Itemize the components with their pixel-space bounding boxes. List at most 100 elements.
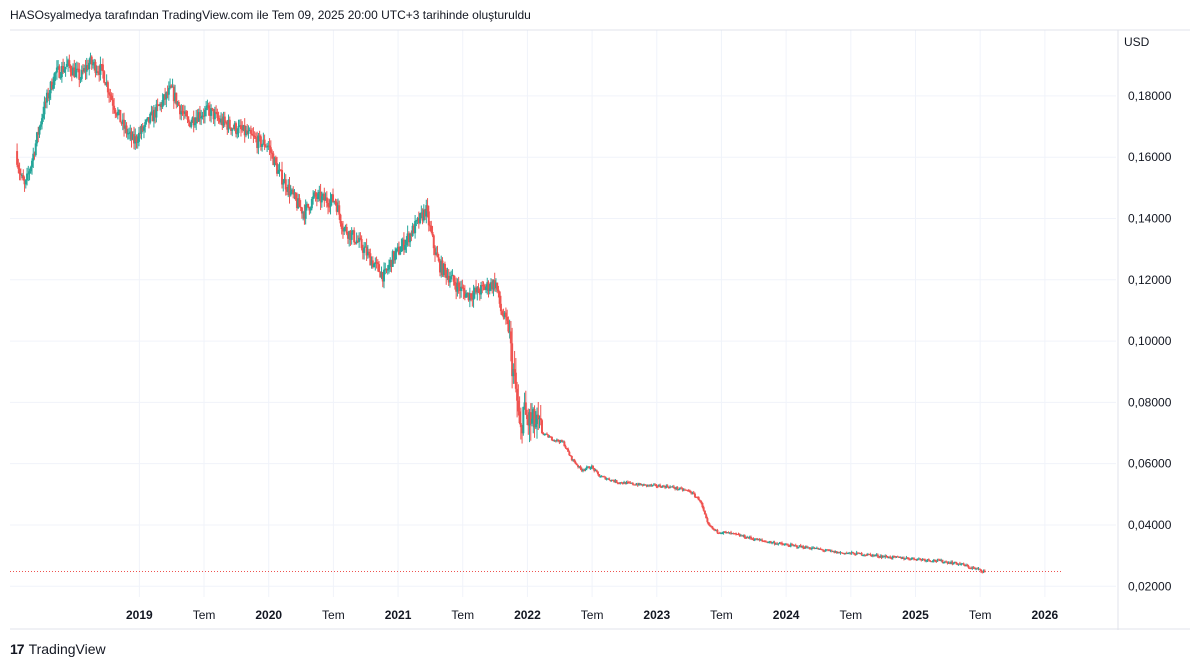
candle-body (137, 132, 140, 142)
candle-body (650, 484, 653, 486)
candle-body (514, 372, 517, 389)
candle-body (272, 153, 275, 166)
candle-body (749, 536, 752, 539)
candle-body (65, 63, 68, 67)
candle-body (475, 288, 478, 293)
candle-body (401, 239, 404, 247)
candle-body (455, 285, 458, 292)
candle-body (297, 198, 300, 208)
candle-body (609, 479, 612, 481)
candle-body (854, 554, 857, 556)
candle-body (220, 118, 223, 123)
candle-body (483, 286, 486, 290)
candle-body (557, 439, 560, 442)
candle-body (69, 65, 72, 72)
candle-body (725, 532, 728, 534)
candle-body (161, 100, 164, 107)
candle-body (358, 237, 361, 242)
candle-body (808, 547, 811, 549)
candle-body (660, 486, 663, 488)
candle-body (273, 157, 276, 166)
candle-body (196, 117, 199, 122)
candle-body (152, 109, 155, 122)
candle-body (407, 233, 410, 243)
candle-body (807, 547, 810, 549)
candle-body (77, 68, 80, 70)
candle-body (739, 535, 742, 537)
candle-body (973, 567, 976, 569)
candle-body (26, 173, 29, 181)
tradingview-logo[interactable]: 17 TradingView (10, 641, 106, 657)
candle-body (829, 550, 832, 552)
candle-body (901, 557, 904, 559)
candle-body (841, 552, 844, 554)
candle-body (312, 196, 315, 200)
candle-body (859, 553, 862, 555)
candle-body (165, 92, 168, 100)
candle-body (395, 248, 398, 253)
candle-body (637, 483, 640, 486)
candle-body (35, 132, 38, 144)
candle-body (590, 466, 593, 469)
candle-body (726, 532, 729, 534)
candle-body (828, 549, 831, 551)
candle-body (299, 206, 302, 208)
candle-body (324, 197, 327, 201)
candle-body (720, 533, 723, 535)
candle-body (79, 78, 82, 80)
x-tick-label: Tem (969, 608, 992, 622)
candle-body (421, 212, 424, 221)
x-tick-label: 2021 (385, 608, 412, 622)
candle-body (746, 537, 749, 539)
candle-body (164, 94, 167, 100)
candle-body (610, 479, 613, 481)
candle-body (44, 101, 47, 103)
candle-body (409, 233, 412, 243)
candle-body (978, 568, 981, 570)
candle-body (256, 138, 259, 149)
currency-label[interactable]: USD (1124, 35, 1150, 49)
candle-body (883, 556, 886, 558)
candle-body (799, 545, 802, 548)
candle-body (763, 541, 766, 543)
candle-body (651, 484, 654, 486)
candle-body (457, 282, 460, 287)
candle-body (303, 211, 306, 219)
candle-body (140, 126, 143, 134)
candle-body (287, 184, 290, 192)
candle-body (777, 543, 780, 545)
candle-body (422, 209, 425, 221)
candle-body (575, 463, 578, 466)
candle-body (200, 116, 203, 119)
candle-body (950, 561, 953, 564)
candle-body (562, 441, 565, 443)
candle-body (578, 466, 581, 468)
candle-body (856, 552, 859, 554)
candle-body (217, 117, 220, 120)
candle-body (63, 69, 66, 73)
candle-body (22, 175, 25, 181)
candle-body (647, 484, 650, 486)
candle-body (47, 92, 50, 99)
candle-body (585, 466, 588, 469)
candle-body (276, 163, 279, 174)
candle-body (499, 303, 502, 312)
candle-body (664, 486, 667, 488)
y-tick-label: 0,18000 (1128, 89, 1172, 103)
candle-body (839, 552, 842, 554)
candle-body (351, 230, 354, 233)
tradingview-mark-icon: 17 (10, 641, 25, 657)
candle-body (675, 487, 678, 489)
candle-body (624, 482, 627, 485)
candle-body (134, 136, 137, 144)
candle-body (732, 533, 735, 535)
candle-body (736, 533, 739, 535)
candle-body (674, 487, 677, 489)
candle-body (289, 191, 292, 196)
candle-body (802, 546, 805, 548)
candle-body (318, 191, 321, 194)
candle-body (834, 551, 837, 553)
candle-body (247, 130, 250, 134)
